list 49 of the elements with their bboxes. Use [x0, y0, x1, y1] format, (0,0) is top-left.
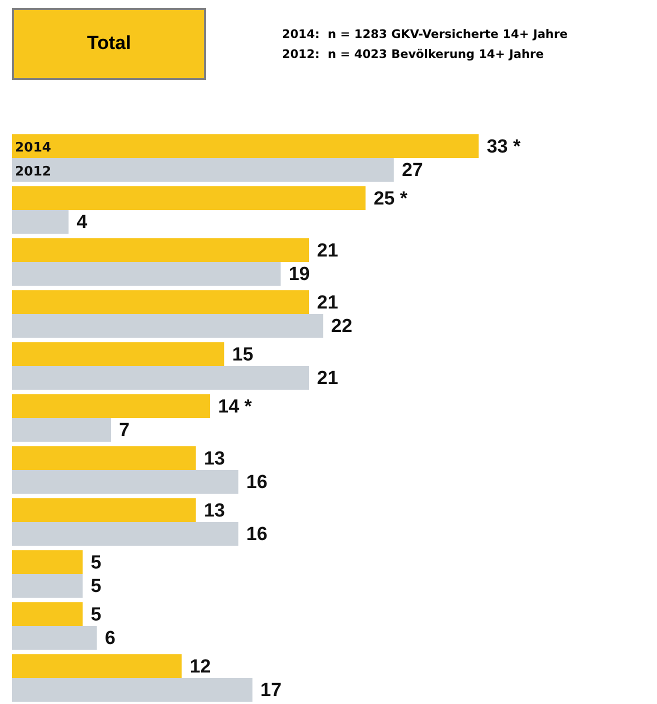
bar [12, 186, 366, 210]
bar [12, 626, 97, 650]
bar [12, 418, 111, 442]
bar [12, 654, 182, 678]
bar [12, 470, 238, 494]
bar [12, 394, 210, 418]
bar [12, 238, 309, 262]
data-label: 33 * [486, 136, 522, 158]
bar [12, 210, 69, 234]
chart-title: Total [12, 8, 206, 80]
data-label: 13 [204, 448, 225, 470]
bar [12, 522, 238, 546]
text: 2014: n = 1283 GKV-Versicherte 14+ Jahre [282, 26, 568, 43]
text: 2012: n = 4023 Bevölkerung 14+ Jahre [282, 46, 545, 63]
bar [12, 134, 479, 158]
bar [12, 158, 394, 182]
bar [12, 574, 83, 598]
data-label: 27 [402, 160, 423, 182]
data-label: 21 [317, 240, 339, 262]
data-label: 16 [246, 472, 268, 494]
data-label: 19 [288, 264, 310, 286]
bar [12, 342, 224, 366]
data-label: 17 [260, 680, 282, 702]
data-label: 6 [104, 628, 116, 650]
data-label: 21 [317, 368, 339, 390]
data-label: 5 [90, 576, 102, 598]
data-label: 16 [246, 524, 268, 546]
data-label: 5 [90, 552, 102, 574]
bar [12, 678, 252, 702]
bar [12, 366, 309, 390]
bar [12, 290, 309, 314]
bar [12, 446, 196, 470]
series-label: 2014 [15, 140, 52, 156]
data-label: 25 * [374, 188, 408, 210]
bar [12, 314, 324, 338]
data-label: 4 [76, 212, 88, 234]
data-label: 7 [119, 420, 130, 442]
bar [12, 602, 83, 626]
data-label: 13 [204, 500, 225, 522]
data-label: 15 [232, 344, 254, 366]
series-label: 2012 [15, 164, 52, 180]
data-label: 21 [317, 292, 339, 314]
data-label: 14 * [218, 396, 252, 418]
bar [12, 262, 281, 286]
bar [12, 550, 83, 574]
data-label: 5 [90, 604, 102, 626]
bar [12, 498, 196, 522]
data-label: 22 [331, 316, 352, 338]
data-label: 12 [190, 656, 211, 678]
